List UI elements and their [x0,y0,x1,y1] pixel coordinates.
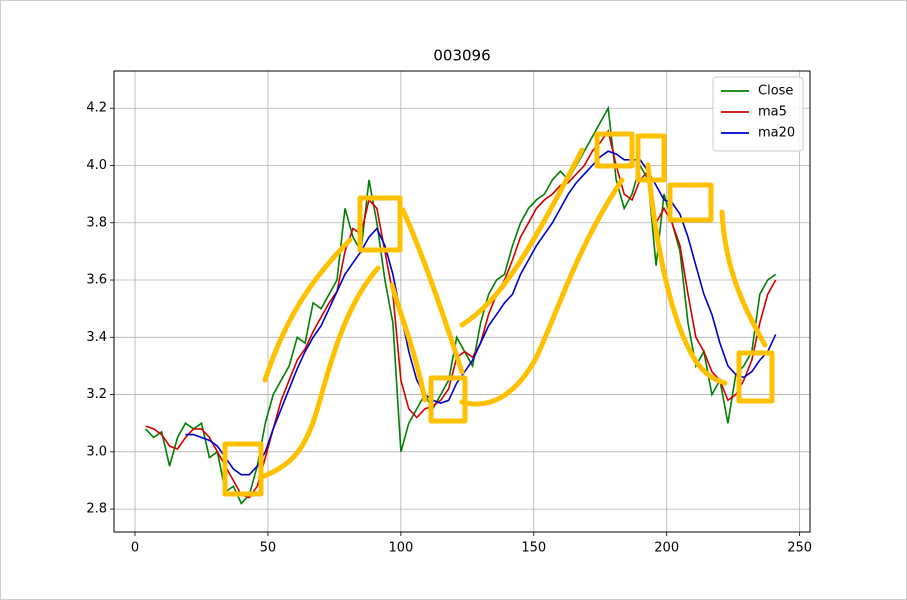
highlight-box [594,131,635,169]
chart-title: 003096 [433,47,490,65]
legend-label: Close [758,84,793,99]
trend-stroke [459,177,625,407]
trend-stroke [645,162,728,386]
x-tick-label: 0 [131,541,139,556]
legend-label: ma20 [758,126,795,141]
trend-stroke [389,282,428,403]
x-tick-label: 250 [787,541,812,556]
y-tick-label: 4.0 [86,158,107,173]
y-tick-label: 4.2 [86,101,107,116]
trend-stroke [459,147,585,328]
highlight-box [667,182,714,223]
annotations [222,131,775,497]
trend-stroke [257,265,381,481]
trend-stroke [262,237,353,383]
x-tick-label: 50 [260,541,277,556]
y-tick-label: 3.8 [86,215,107,230]
y-tick-label: 3.4 [86,330,107,345]
x-tick-label: 150 [521,541,546,556]
trend-stroke [400,207,465,375]
trend-stroke [719,209,768,348]
series-line [185,150,777,476]
y-tick-label: 3.2 [86,387,107,402]
plot-frame [113,70,811,533]
highlight-box [222,441,264,497]
highlight-box [357,195,403,253]
y-tick-label: 3.0 [86,444,107,459]
x-tick-label: 200 [654,541,679,556]
x-tick-label: 100 [388,541,413,556]
legend-label: ma5 [758,105,787,120]
highlight-box [736,350,775,404]
highlight-box [428,375,468,424]
y-tick-label: 2.8 [86,502,107,517]
y-tick-label: 3.6 [86,273,107,288]
